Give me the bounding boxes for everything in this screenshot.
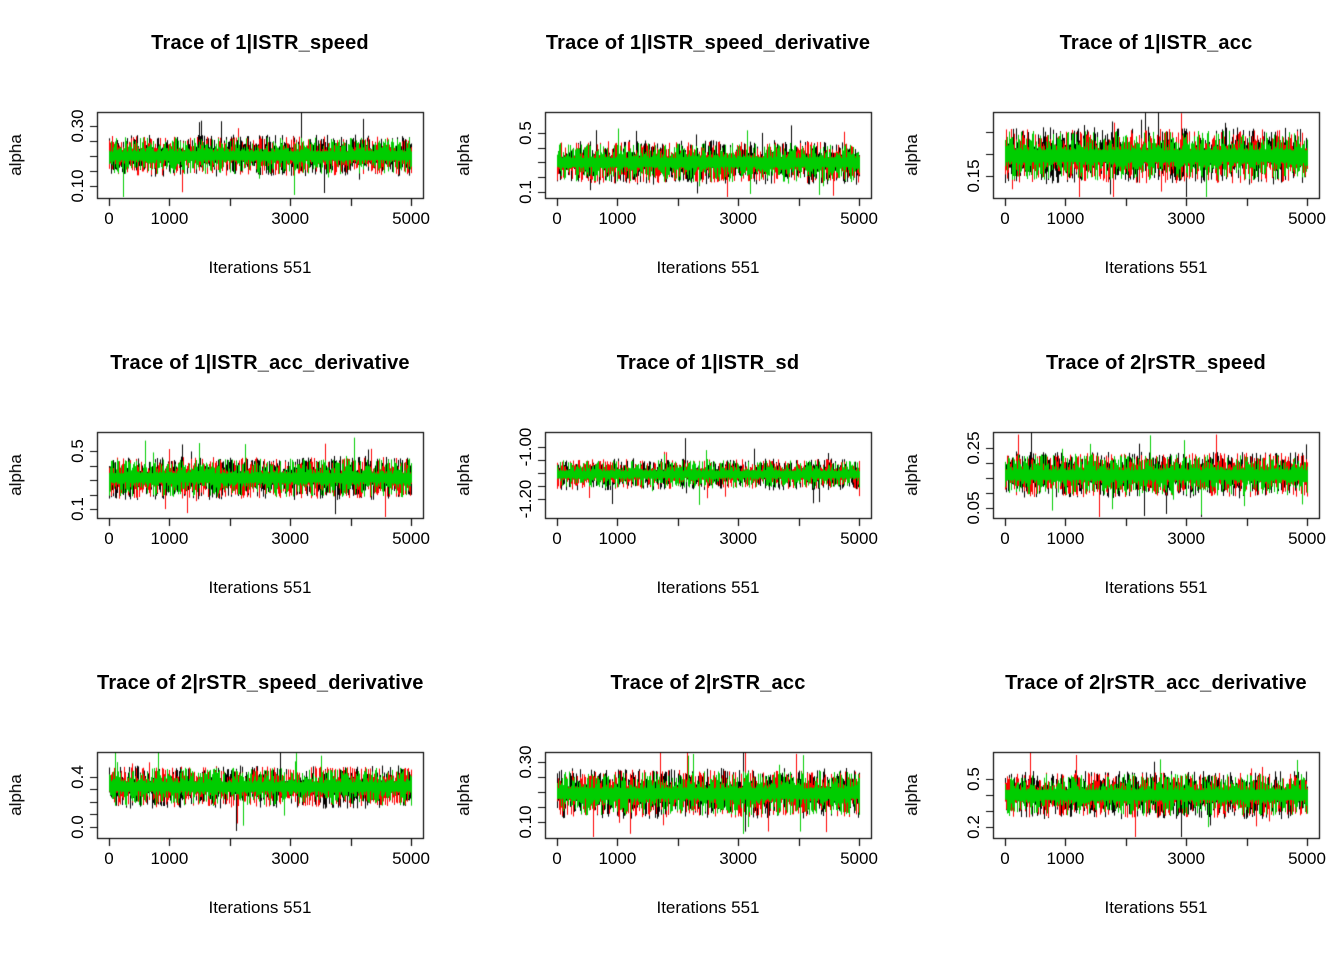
x-tick-label: 3000 xyxy=(271,529,310,548)
x-tick-label: 0 xyxy=(1000,849,1010,868)
x-axis-label: Iterations 551 xyxy=(208,578,312,597)
chart-title: Trace of 1|ISTR_acc xyxy=(1059,32,1253,54)
x-tick-label: 3000 xyxy=(271,849,310,868)
x-axis-label: Iterations 551 xyxy=(208,898,312,917)
x-tick-label: 3000 xyxy=(1167,529,1206,548)
y-axis-label: alpha xyxy=(454,774,473,816)
y-tick-label: 0.30 xyxy=(516,745,535,779)
x-tick-label: 3000 xyxy=(1167,849,1206,868)
trace-panel: Trace of 2|rSTR_acc_derivative alpha Ite… xyxy=(896,640,1344,960)
trace-panel: Trace of 1|ISTR_speed alpha Iterations 5… xyxy=(0,0,448,320)
x-axis-label: Iterations 551 xyxy=(1104,898,1208,917)
x-tick-label: 5000 xyxy=(392,529,430,548)
chart-title: Trace of 1|ISTR_speed_derivative xyxy=(545,32,871,54)
y-axis-label: alpha xyxy=(902,454,921,496)
x-tick-label: 3000 xyxy=(719,209,758,228)
x-axis-label: Iterations 551 xyxy=(1104,578,1208,597)
trace-plot-canvas xyxy=(896,640,1344,960)
x-tick-label: 0 xyxy=(552,849,562,868)
x-tick-label: 0 xyxy=(552,529,562,548)
x-tick-label: 5000 xyxy=(840,529,878,548)
y-axis-label: alpha xyxy=(6,454,25,496)
x-tick-label: 3000 xyxy=(271,209,310,228)
x-tick-label: 5000 xyxy=(840,849,878,868)
trace-plot-canvas xyxy=(896,320,1344,640)
trace-plot-canvas xyxy=(0,320,448,640)
chart-title: Trace of 2|rSTR_speed_derivative xyxy=(97,672,424,694)
x-tick-label: 1000 xyxy=(1046,209,1085,228)
y-tick-label: 0.10 xyxy=(516,805,535,839)
chart-title: Trace of 2|rSTR_acc_derivative xyxy=(1005,672,1307,694)
x-tick-label: 3000 xyxy=(1167,209,1206,228)
x-tick-label: 1000 xyxy=(150,529,189,548)
trace-panel: Trace of 2|rSTR_acc alpha Iterations 551… xyxy=(448,640,896,960)
y-tick-label: -1.00 xyxy=(516,427,535,466)
y-tick-label: 0.4 xyxy=(68,765,87,789)
x-axis-label: Iterations 551 xyxy=(656,578,760,597)
x-tick-label: 1000 xyxy=(150,849,189,868)
y-tick-label: 0.30 xyxy=(68,109,87,143)
y-axis-label: alpha xyxy=(454,134,473,176)
chart-title: Trace of 2|rSTR_acc xyxy=(610,672,806,694)
x-tick-label: 0 xyxy=(552,209,562,228)
y-tick-label: 0.1 xyxy=(516,180,535,204)
y-tick-label: 0.5 xyxy=(516,120,535,145)
x-tick-label: 5000 xyxy=(1288,529,1326,548)
y-tick-label: 0.10 xyxy=(68,169,87,203)
trace-plot-canvas xyxy=(448,0,896,320)
trace-panel: Trace of 2|rSTR_speed alpha Iterations 5… xyxy=(896,320,1344,640)
y-tick-label: 0.15 xyxy=(964,159,983,193)
x-tick-label: 5000 xyxy=(392,849,430,868)
chart-title: Trace of 2|rSTR_speed xyxy=(1046,352,1266,374)
x-tick-label: 5000 xyxy=(392,209,430,228)
x-tick-label: 3000 xyxy=(719,529,758,548)
y-tick-label: 0.0 xyxy=(68,814,87,839)
y-tick-label: 0.05 xyxy=(964,491,983,525)
y-axis-label: alpha xyxy=(902,134,921,176)
y-axis-label: alpha xyxy=(454,454,473,496)
x-tick-label: 1000 xyxy=(598,849,637,868)
x-axis-label: Iterations 551 xyxy=(656,898,760,917)
x-tick-label: 0 xyxy=(104,529,114,548)
x-tick-label: 0 xyxy=(1000,209,1010,228)
trace-plot-canvas xyxy=(896,0,1344,320)
y-axis-label: alpha xyxy=(6,774,25,816)
y-axis-label: alpha xyxy=(6,134,25,176)
x-tick-label: 0 xyxy=(104,209,114,228)
y-tick-label: 0.25 xyxy=(964,431,983,465)
trace-plot-canvas xyxy=(0,640,448,960)
y-tick-label: 0.1 xyxy=(68,497,87,522)
x-axis-label: Iterations 551 xyxy=(1104,258,1208,277)
trace-plot-canvas xyxy=(448,320,896,640)
x-tick-label: 1000 xyxy=(150,209,189,228)
chart-title: Trace of 1|ISTR_speed xyxy=(151,32,369,54)
chart-title: Trace of 1|ISTR_acc_derivative xyxy=(110,352,410,374)
x-tick-label: 3000 xyxy=(719,849,758,868)
x-tick-label: 5000 xyxy=(1288,849,1326,868)
trace-plot-canvas xyxy=(0,0,448,320)
x-tick-label: 5000 xyxy=(1288,209,1326,228)
x-tick-label: 5000 xyxy=(840,209,878,228)
x-tick-label: 1000 xyxy=(598,209,637,228)
trace-panel: Trace of 1|ISTR_acc alpha Iterations 551… xyxy=(896,0,1344,320)
trace-panel: Trace of 1|ISTR_acc_derivative alpha Ite… xyxy=(0,320,448,640)
trace-panel: Trace of 1|ISTR_speed_derivative alpha I… xyxy=(448,0,896,320)
x-tick-label: 1000 xyxy=(598,529,637,548)
x-axis-label: Iterations 551 xyxy=(208,258,312,277)
x-tick-label: 1000 xyxy=(1046,529,1085,548)
x-tick-label: 0 xyxy=(104,849,114,868)
x-tick-label: 0 xyxy=(1000,529,1010,548)
trace-panel: Trace of 1|ISTR_sd alpha Iterations 551 … xyxy=(448,320,896,640)
y-axis-label: alpha xyxy=(902,774,921,816)
y-tick-label: 0.2 xyxy=(964,815,983,839)
y-tick-label: 0.5 xyxy=(68,439,87,463)
chart-title: Trace of 1|ISTR_sd xyxy=(616,352,800,374)
y-tick-label: 0.5 xyxy=(964,767,983,791)
x-tick-label: 1000 xyxy=(1046,849,1085,868)
trace-plot-canvas xyxy=(448,640,896,960)
y-tick-label: -1.20 xyxy=(516,480,535,519)
x-axis-label: Iterations 551 xyxy=(656,258,760,277)
trace-panel: Trace of 2|rSTR_speed_derivative alpha I… xyxy=(0,640,448,960)
